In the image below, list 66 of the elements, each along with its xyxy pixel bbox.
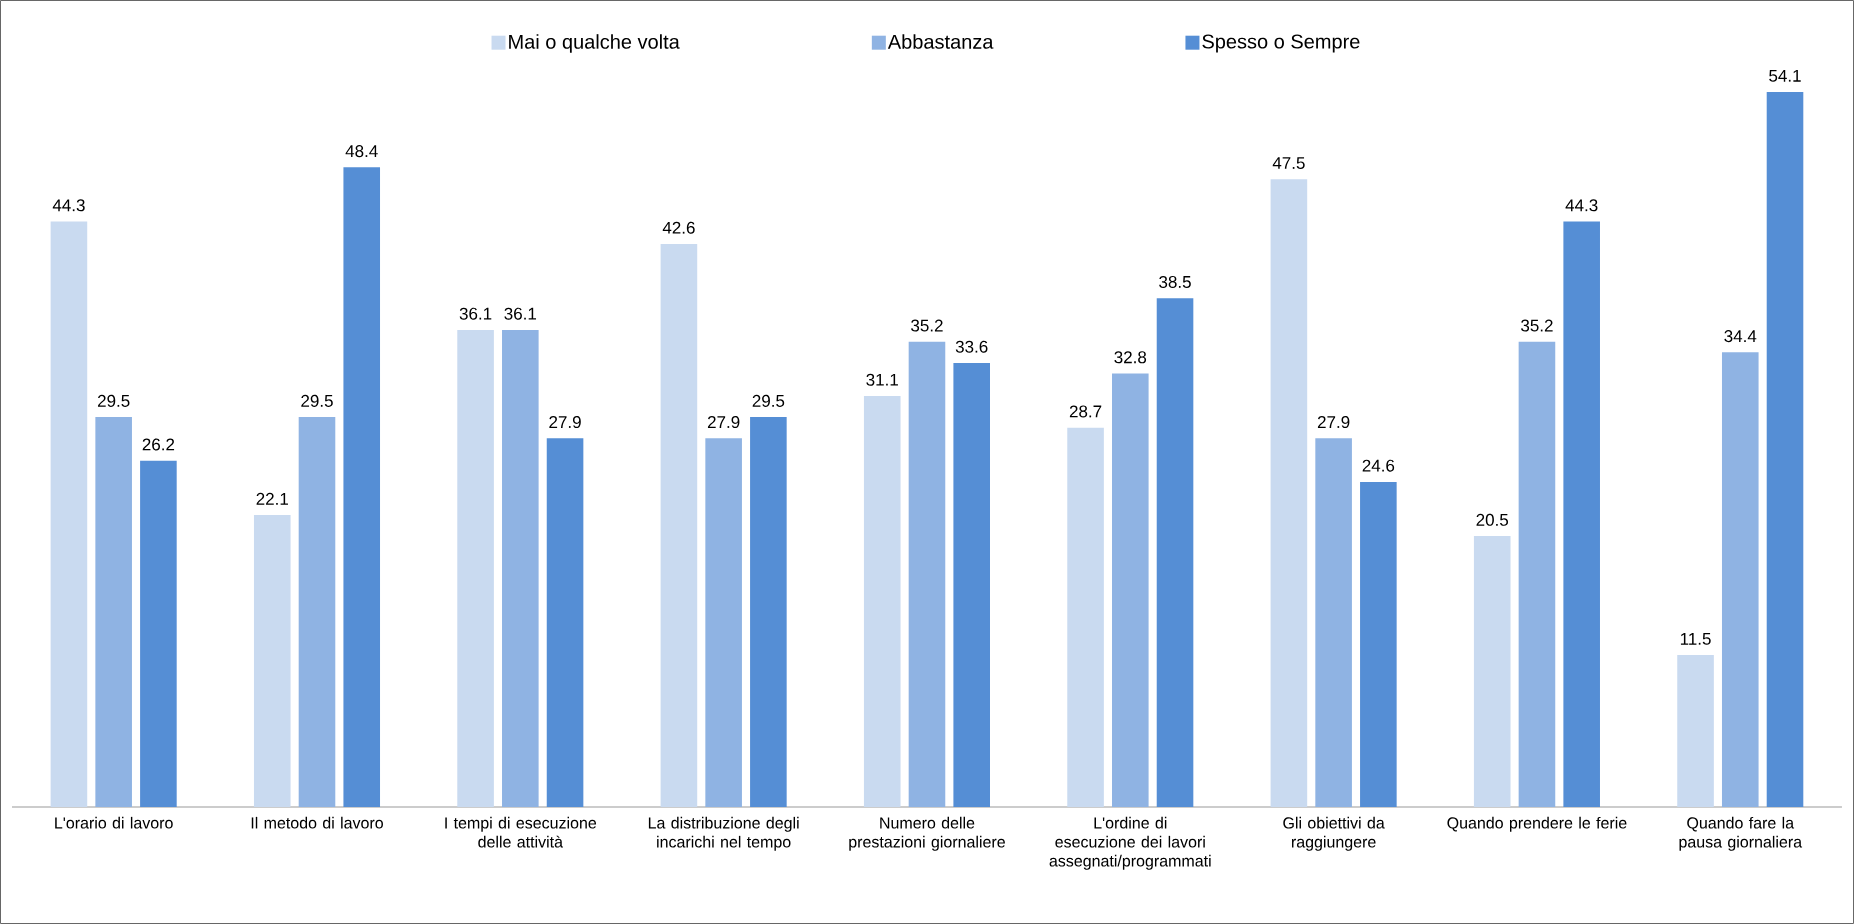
bar: [1766, 91, 1804, 807]
bar: [1067, 427, 1104, 807]
data-label: 48.4: [345, 145, 378, 158]
data-label: 35.2: [1521, 319, 1553, 332]
bar: [750, 417, 787, 807]
data-label: 11.5: [1680, 632, 1711, 645]
data-label: 28.7: [1069, 405, 1102, 418]
data-label: 38.5: [1159, 275, 1191, 288]
data-label: 24.6: [1362, 459, 1395, 472]
x-tick-label: L'ordine di esecuzione dei lavori assegnati/programmati: [1049, 816, 1211, 870]
x-tick-label: I tempi di esecuzione delle attività: [445, 816, 597, 848]
data-label: 29.5: [97, 394, 130, 407]
bar: [1563, 221, 1600, 807]
bar: [95, 417, 132, 807]
bar: [863, 395, 901, 807]
bar: [660, 243, 698, 807]
data-label: 22.1: [256, 492, 288, 505]
data-label: 33.6: [955, 340, 988, 353]
bar: [1270, 179, 1308, 807]
x-tick-label: Gli obiettivi da raggiungere: [1283, 816, 1385, 851]
x-tick-label: L'orario di lavoro: [55, 816, 173, 829]
bar: [50, 221, 88, 807]
bar: [140, 460, 177, 807]
data-label: 27.9: [1317, 416, 1350, 429]
data-label: 34.4: [1724, 330, 1757, 343]
bar: [1360, 481, 1397, 807]
x-tick-label: Il metodo di lavoro: [251, 816, 383, 829]
bar: [502, 329, 539, 807]
bar: [1677, 655, 1714, 807]
x-tick-label: Numero delle prestazioni giornaliere: [849, 816, 1005, 851]
data-label: 31.1: [866, 373, 898, 386]
legend-label: Spesso o Sempre: [1202, 34, 1360, 53]
data-label: 20.5: [1476, 513, 1509, 526]
data-label: 42.6: [662, 221, 695, 234]
legend-label: Mai o qualche volta: [509, 34, 680, 53]
data-label: 44.3: [1565, 199, 1598, 212]
bar: [1721, 352, 1759, 807]
bar: [1112, 373, 1149, 807]
bar: [705, 438, 742, 807]
x-tick-label: Quando prendere le ferie: [1447, 816, 1627, 832]
data-label: 27.9: [707, 416, 740, 429]
data-label: 44.3: [52, 199, 85, 212]
legend-label: Abbastanza: [887, 34, 994, 49]
bar: [298, 417, 336, 807]
bar: [1473, 536, 1511, 807]
data-label: 54.1: [1769, 69, 1801, 82]
bar: [953, 362, 990, 807]
bar: [1315, 438, 1352, 807]
bar: [908, 341, 946, 807]
data-label: 36.1: [459, 307, 492, 320]
data-label: 27.9: [549, 416, 581, 429]
bar: [546, 438, 584, 807]
bar: [457, 329, 494, 807]
data-label: 26.2: [142, 438, 175, 451]
data-label: 29.5: [752, 394, 785, 407]
bar: [253, 514, 291, 807]
data-label: 35.2: [911, 319, 943, 332]
data-label: 36.1: [504, 307, 537, 320]
data-label: 32.8: [1114, 351, 1147, 364]
x-tick-label: La distribuzione degli incarichi nel tempo: [648, 816, 799, 851]
bar: [1156, 298, 1194, 807]
data-label: 29.5: [301, 394, 333, 407]
bar: [1518, 341, 1556, 807]
data-label: 47.5: [1272, 157, 1305, 170]
x-tick-label: Quando fare la pausa giornaliera: [1679, 816, 1803, 851]
bar: [343, 167, 381, 807]
